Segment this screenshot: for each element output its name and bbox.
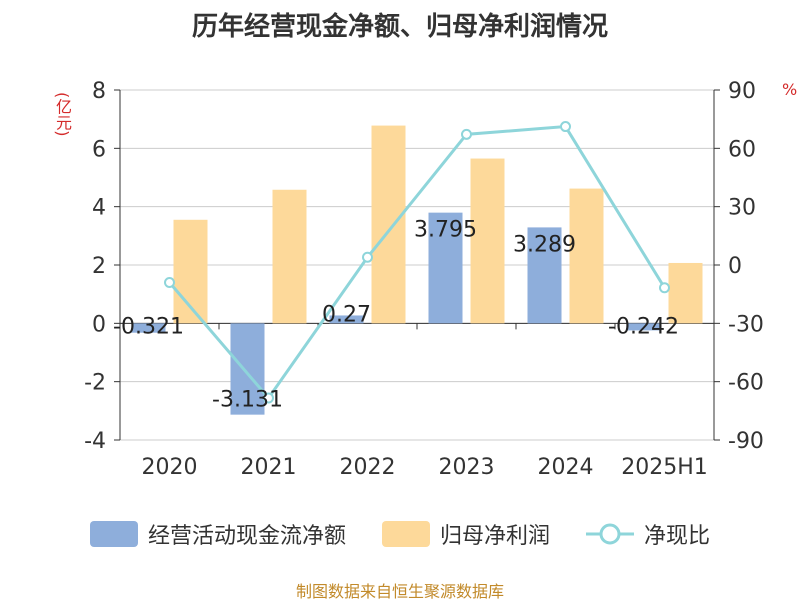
- bar-net-profit: [569, 188, 604, 324]
- legend-item-ratio[interactable]: 净现比: [586, 518, 710, 550]
- left-axis-unit: (亿元): [53, 92, 72, 137]
- x-tick-label: 2023: [439, 455, 495, 480]
- left-tick-label: 6: [92, 137, 106, 162]
- bar-cashflow: [428, 212, 463, 324]
- legend: 经营活动现金流净额 归母净利润 净现比: [0, 518, 800, 550]
- left-tick-label: -4: [84, 429, 106, 454]
- point-ratio: [362, 251, 373, 263]
- chart-title: 历年经营现金净额、归母净利润情况: [191, 12, 608, 42]
- right-tick-label: -60: [728, 371, 764, 396]
- source-footer: 制图数据来自恒生聚源数据库: [295, 582, 504, 601]
- bar-cashflow: [230, 323, 265, 415]
- left-tick-label: 0: [92, 312, 106, 337]
- left-tick-label: 8: [92, 79, 106, 104]
- right-tick-label: 90: [728, 79, 756, 104]
- legend-item-net-profit[interactable]: 归母净利润: [381, 518, 550, 550]
- bar-cashflow: [527, 227, 562, 324]
- left-tick-label: 4: [92, 196, 106, 221]
- left-tick-label: -2: [84, 371, 106, 396]
- left-tick-label: 2: [92, 254, 106, 279]
- right-tick-label: 0: [728, 254, 742, 279]
- data-label-cashflow: -3.131: [212, 388, 283, 413]
- legend-swatch-net-profit: [381, 521, 430, 547]
- bar-cashflow: [329, 315, 364, 324]
- point-ratio: [164, 277, 175, 288]
- data-label-cashflow: -0.242: [608, 314, 679, 339]
- legend-label-cashflow: 经营活动现金流净额: [147, 524, 346, 549]
- point-ratio: [659, 282, 670, 294]
- point-ratio: [560, 121, 571, 133]
- bar-net-profit: [470, 158, 505, 324]
- bar-net-profit: [371, 125, 406, 324]
- legend-label-net-profit: 归母净利润: [439, 524, 550, 549]
- right-axis-unit: %: [782, 80, 798, 99]
- right-tick-label: 60: [728, 137, 756, 162]
- data-label-cashflow: 3.289: [513, 232, 576, 257]
- data-label-cashflow: 3.795: [414, 218, 477, 243]
- legend-swatch-cashflow: [89, 521, 138, 547]
- line-ratio: [168, 124, 666, 401]
- bar-net-profit: [272, 189, 307, 324]
- bar-cashflow: [131, 323, 166, 333]
- right-tick-label: -90: [728, 429, 764, 454]
- legend-label-ratio: 净现比: [644, 524, 711, 549]
- x-tick-label: 2022: [340, 455, 396, 480]
- legend-line-ratio-icon: [586, 523, 634, 545]
- point-ratio: [461, 128, 472, 140]
- bar-cashflow: [626, 323, 661, 331]
- data-label-cashflow: -0.321: [113, 314, 184, 339]
- legend-item-cashflow[interactable]: 经营活动现金流净额: [89, 518, 346, 550]
- data-label-cashflow: 0.27: [322, 302, 371, 327]
- x-tick-label: 2021: [241, 455, 297, 480]
- x-tick-label: 2020: [142, 455, 198, 480]
- x-tick-label: 2024: [538, 455, 594, 480]
- bar-net-profit: [668, 262, 703, 324]
- x-tick-label: 2025H1: [621, 455, 708, 480]
- right-tick-label: 30: [728, 196, 756, 221]
- right-tick-label: -30: [728, 312, 764, 337]
- point-ratio: [263, 392, 274, 404]
